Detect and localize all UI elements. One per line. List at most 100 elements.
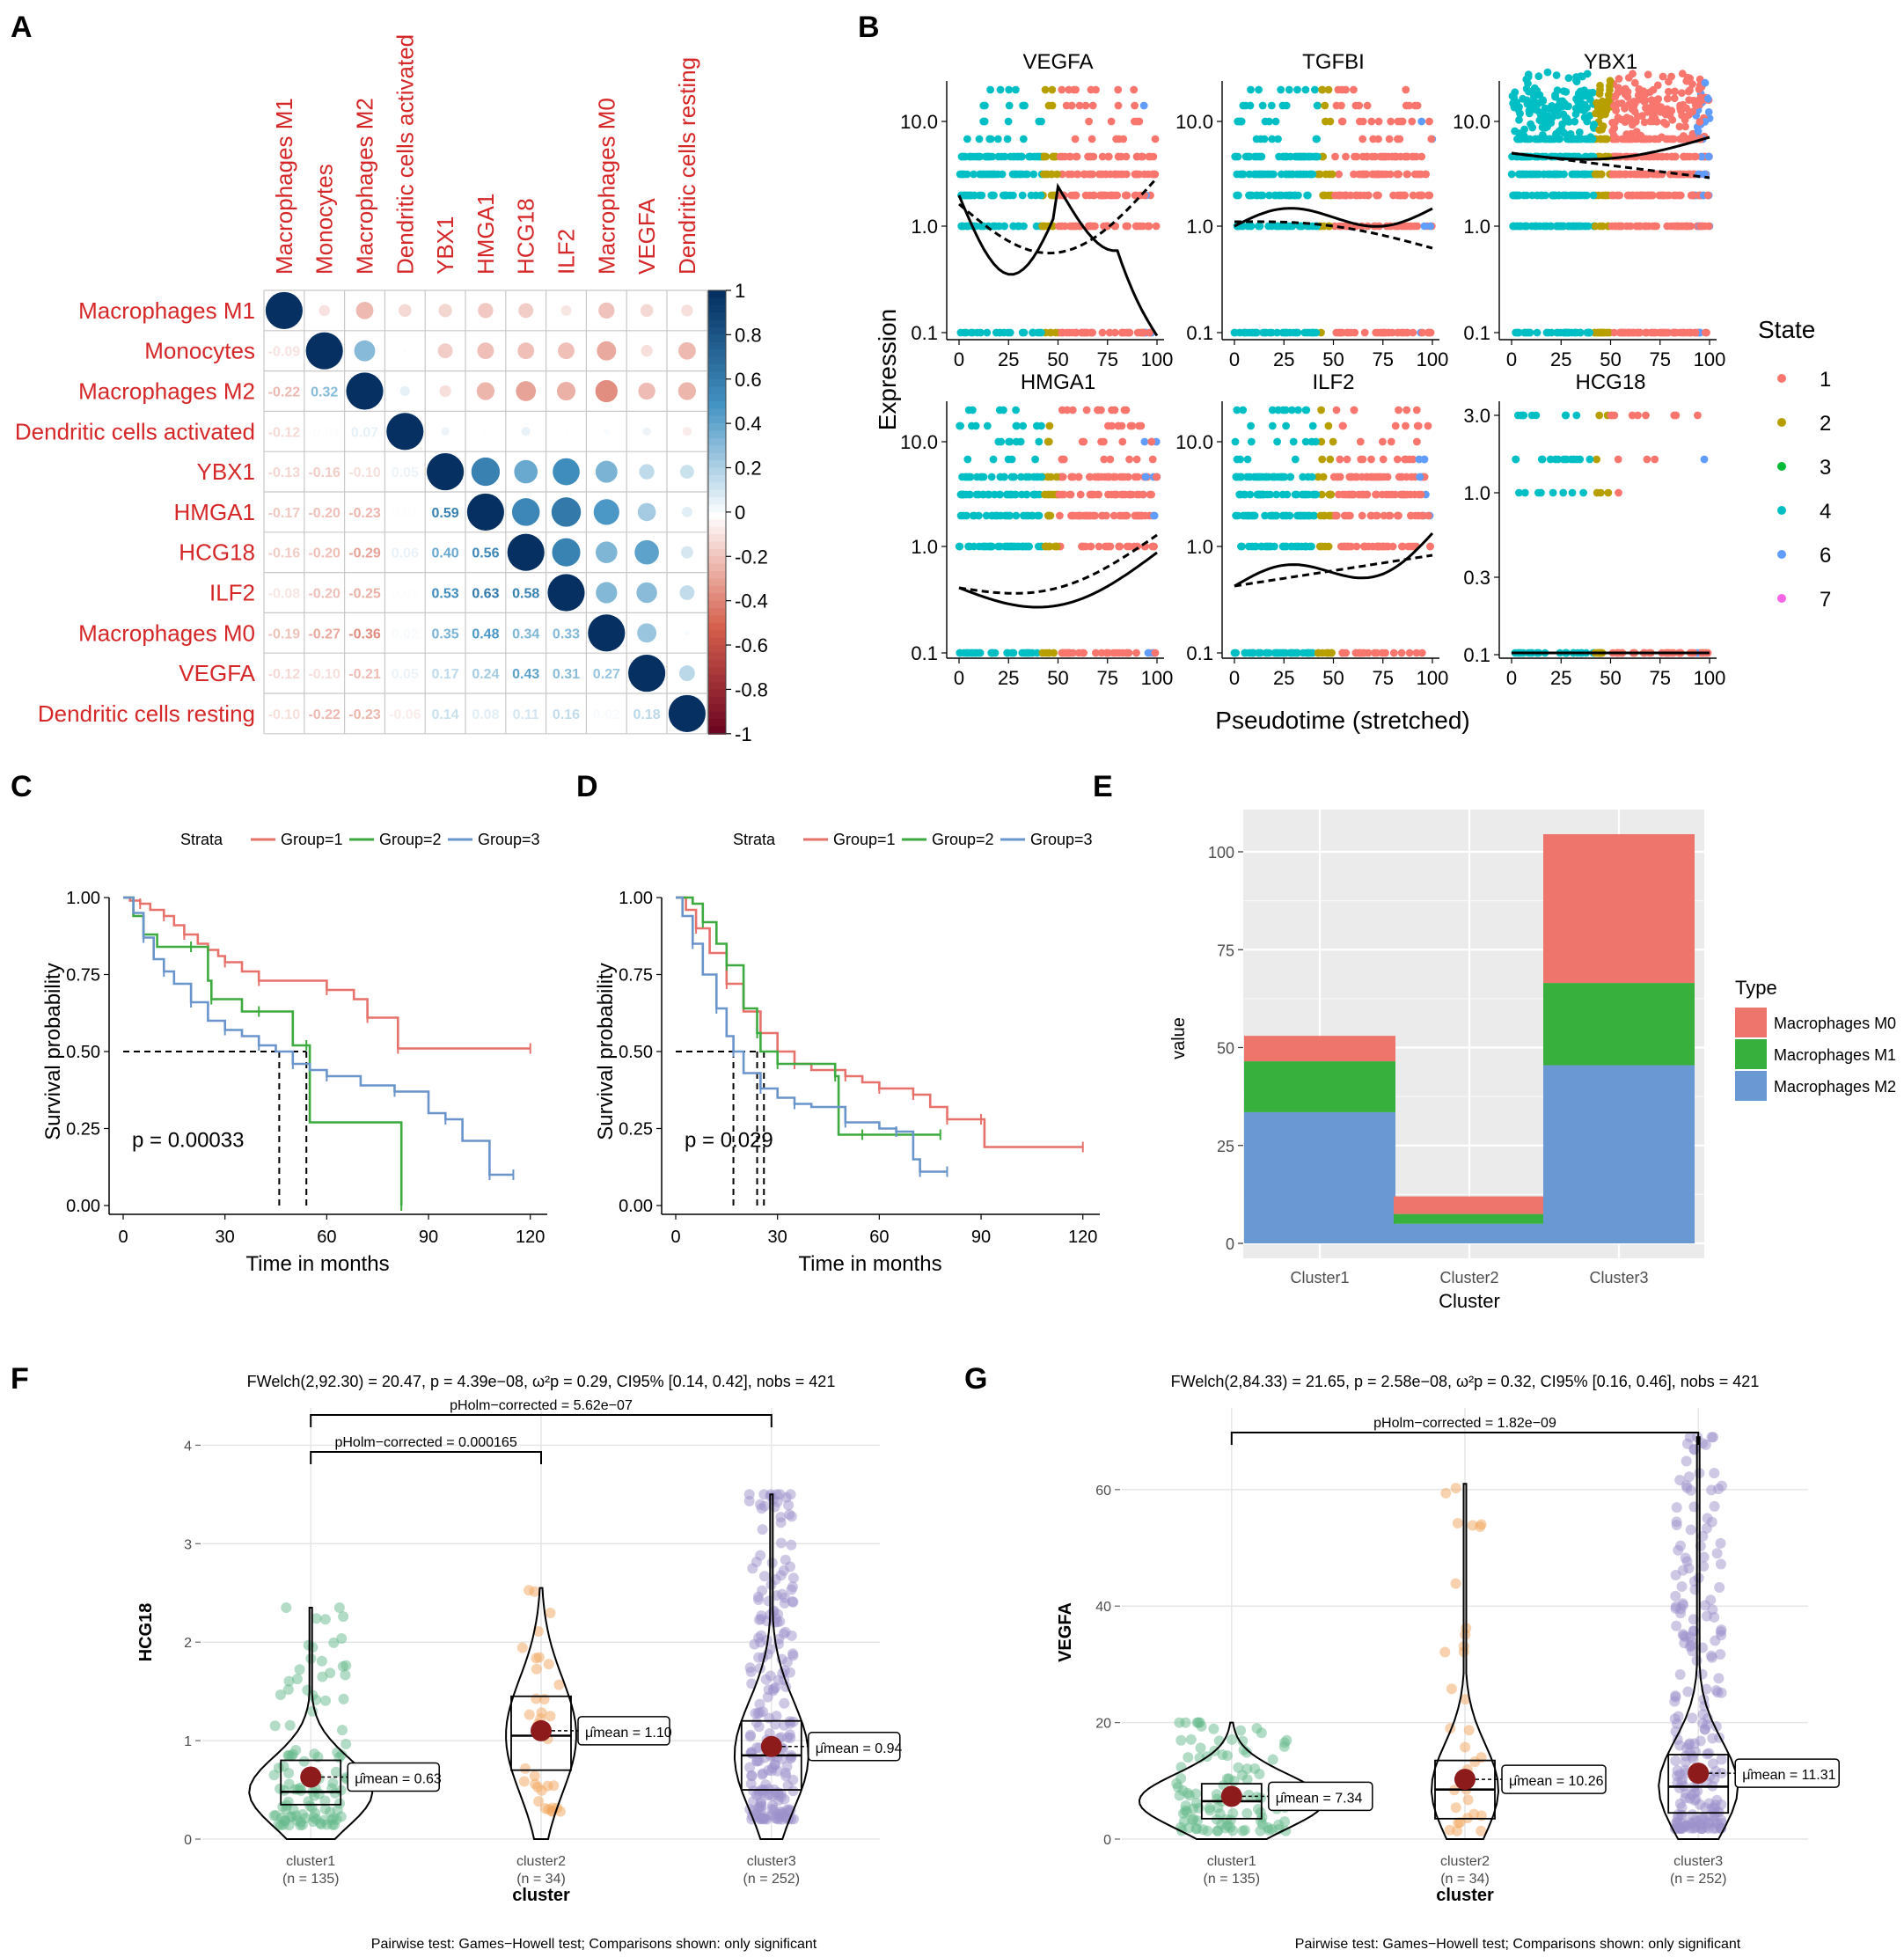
row-label: VEGFA [179, 660, 255, 686]
survival-curve [123, 896, 531, 1050]
trend-line-dashed [958, 533, 1158, 595]
expression-point [1138, 328, 1146, 337]
data-point [786, 1539, 797, 1550]
expression-point [1601, 110, 1609, 119]
expression-point [1234, 511, 1242, 520]
expression-point [975, 511, 983, 520]
test-statistic-title: FWelch(2,92.30) = 20.47, p = 4.39e−08, ω… [247, 1373, 836, 1390]
data-point [319, 1814, 330, 1826]
data-point [1689, 1738, 1700, 1749]
mean-label-box [1734, 1758, 1840, 1788]
correlation-value: 0.01 [392, 587, 419, 602]
expression-point [1594, 108, 1603, 117]
mean-point [1220, 1785, 1242, 1807]
column-label: HCG18 [513, 198, 539, 275]
expression-point [1685, 135, 1694, 143]
expression-point [1025, 473, 1033, 481]
expression-point [1356, 191, 1365, 200]
expression-point [1363, 152, 1372, 161]
expression-point [1424, 191, 1432, 200]
facet-title: YBX1 [1584, 50, 1637, 74]
expression-point [1016, 437, 1025, 446]
row-label: Dendritic cells activated [15, 418, 255, 444]
expression-point [1394, 135, 1402, 143]
expression-point [1527, 106, 1536, 114]
y-tick-label: 0 [1226, 1235, 1234, 1253]
correlation-circle [551, 497, 582, 527]
x-tick-label: 100 [1694, 348, 1726, 370]
data-point [1709, 1468, 1720, 1479]
data-point [536, 1785, 547, 1796]
data-point [1701, 1683, 1712, 1695]
expression-point [1626, 222, 1635, 231]
expression-point [1146, 490, 1154, 499]
expression-point [1607, 411, 1615, 420]
colorbar-tick-label: -0.8 [735, 678, 768, 700]
data-point [783, 1499, 795, 1511]
colorbar-tick-label: 0.8 [735, 324, 762, 346]
expression-point [1052, 542, 1060, 551]
correlation-circle [677, 382, 697, 400]
expression-point [1068, 222, 1076, 231]
data-point [1671, 1620, 1682, 1631]
expression-point [1021, 101, 1029, 110]
expression-point [1678, 111, 1686, 120]
expression-point [1513, 411, 1522, 420]
panel-label-e: E [1093, 770, 1113, 803]
legend-dot [1777, 506, 1786, 515]
expression-point [1691, 328, 1700, 337]
data-point [755, 1637, 766, 1648]
expression-point [1643, 455, 1651, 464]
data-point [311, 1613, 322, 1624]
colorbar-segment [708, 482, 726, 491]
colorbar-segment [708, 571, 726, 580]
expression-point [988, 152, 997, 161]
column-label: HMGA1 [472, 194, 499, 275]
data-point [291, 1674, 303, 1685]
expression-point [1404, 542, 1412, 551]
data-point [778, 1628, 789, 1639]
data-point [1255, 1807, 1266, 1818]
row-label: HCG18 [179, 539, 255, 566]
y-tick-label: 3.0 [1463, 405, 1490, 427]
expression-point [1234, 191, 1242, 200]
expression-point [1125, 542, 1134, 551]
expression-point [1236, 117, 1245, 126]
legend-label: Group=3 [1030, 831, 1093, 848]
row-label: Macrophages M0 [78, 619, 255, 646]
data-point [1696, 1668, 1708, 1680]
expression-point [1145, 222, 1153, 231]
data-point [275, 1689, 286, 1700]
legend-title: Strata [733, 831, 776, 848]
expression-point [1044, 437, 1052, 446]
expression-point [1586, 95, 1594, 104]
expression-point [983, 328, 992, 337]
data-point [1688, 1576, 1700, 1587]
x-tick-label: 60 [869, 1228, 889, 1247]
expression-point [1338, 649, 1347, 657]
column-label: VEGFA [633, 198, 660, 275]
correlation-value: 0.53 [432, 587, 459, 602]
correlation-value: 0.48 [472, 627, 499, 641]
data-point [1212, 1825, 1223, 1836]
expression-point [1417, 117, 1426, 126]
data-point [1267, 1754, 1278, 1765]
expression-point [1695, 85, 1703, 93]
facet-title: ILF2 [1312, 370, 1354, 394]
correlation-circle [507, 533, 545, 571]
expression-point [987, 649, 996, 657]
expression-point [996, 473, 1005, 481]
data-point [1681, 1482, 1693, 1493]
expression-point [1589, 191, 1598, 200]
data-point [1670, 1602, 1681, 1614]
colorbar-segment [708, 319, 726, 328]
expression-point [1105, 328, 1114, 337]
correlation-value: -0.22 [308, 707, 341, 722]
mean-point [760, 1735, 782, 1757]
expression-point [1246, 101, 1255, 110]
expression-point [1576, 135, 1585, 143]
expression-point [1351, 328, 1359, 337]
stacked-bar-segment [1244, 1061, 1395, 1112]
expression-point [1367, 455, 1375, 464]
